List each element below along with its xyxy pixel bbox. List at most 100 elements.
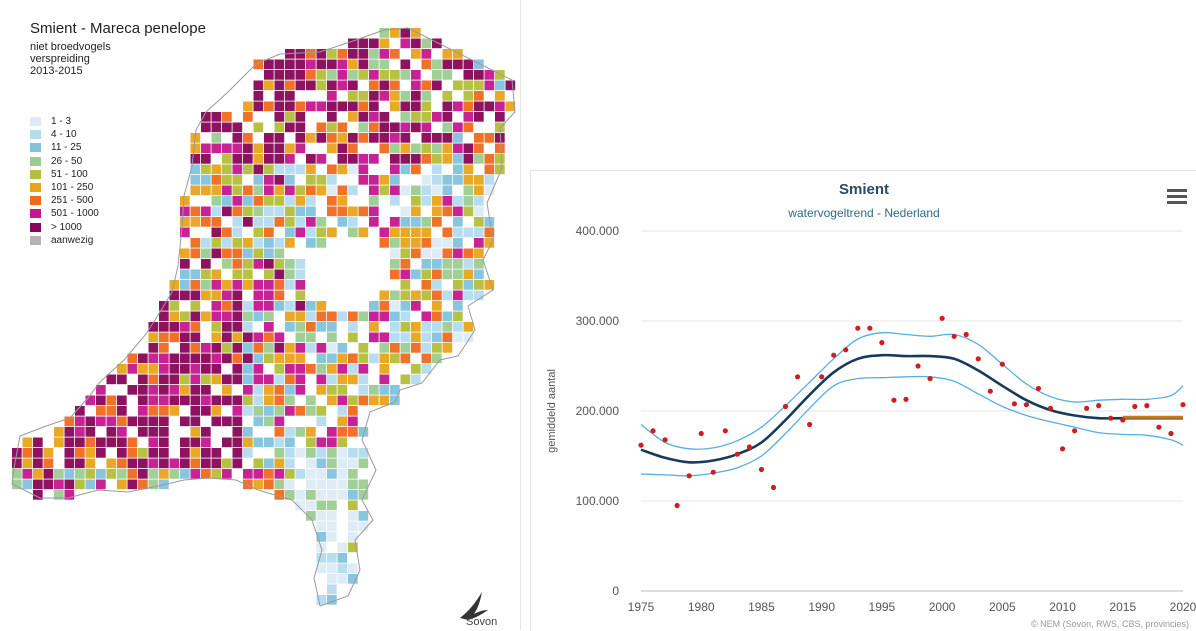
data-point[interactable] [843,347,849,353]
data-point[interactable] [746,444,752,450]
data-point[interactable] [1011,401,1017,407]
data-point[interactable] [710,469,716,475]
data-point[interactable] [1023,402,1030,408]
map-cell [421,122,432,133]
data-point[interactable] [1047,405,1054,411]
map-cell [285,206,295,217]
data-point[interactable] [963,331,969,338]
data-point[interactable] [927,376,933,382]
map-cell [243,280,253,290]
data-point[interactable] [662,437,668,443]
map-cell [442,269,453,280]
data-point[interactable] [698,430,704,437]
map-cell [117,437,127,448]
map-cell [453,59,463,70]
data-point[interactable] [638,442,644,448]
data-point[interactable] [987,388,993,394]
map-cell [337,469,348,479]
map-cell [337,553,348,563]
data-point[interactable] [867,325,873,331]
data-point[interactable] [794,374,801,380]
data-point[interactable] [1084,405,1090,411]
data-point[interactable] [891,397,897,403]
data-point[interactable] [1180,402,1186,408]
data-point[interactable] [770,484,777,491]
map-cell [358,206,369,217]
map-cell [316,154,327,164]
map-cell [316,322,327,332]
data-point[interactable] [1072,428,1078,434]
map-cell [316,175,327,185]
map-cell [358,227,369,238]
map-cell [295,427,306,437]
data-point[interactable] [674,502,680,509]
data-point[interactable] [650,428,656,434]
map-cell [295,406,306,416]
data-point[interactable] [1059,446,1066,452]
map-cell [264,80,274,91]
map-cell [484,70,495,80]
data-point[interactable] [782,403,789,410]
data-point[interactable] [819,374,825,380]
data-point[interactable] [722,428,728,434]
data-point[interactable] [686,473,692,479]
data-point[interactable] [1096,403,1102,409]
data-point[interactable] [1108,415,1114,421]
data-point[interactable] [855,325,861,331]
map-cell [159,395,169,406]
data-point[interactable] [879,340,885,346]
map-cell [222,154,232,164]
map-cell [316,101,327,112]
legend-swatch [30,169,41,179]
map-cell [285,311,295,322]
data-point[interactable] [1120,417,1126,423]
map-cell [348,500,358,511]
map-cell [138,353,148,364]
map-cell [232,332,243,343]
data-point[interactable] [915,363,921,369]
data-point[interactable] [1156,424,1162,430]
chart-credits: © NEM (Sovon, RWS, CBS, provincies) [1030,619,1189,629]
data-point[interactable] [831,352,837,358]
map-cell [421,133,432,143]
data-point[interactable] [1168,430,1174,437]
data-point[interactable] [1035,385,1042,392]
data-point[interactable] [939,315,945,321]
map-cell [180,311,190,322]
map-cell [243,248,253,259]
map-cell [253,91,264,101]
map-cell [232,154,243,164]
map-cell [348,112,358,122]
data-point[interactable] [903,396,909,402]
map-cell [400,259,411,269]
map-cell [190,385,201,395]
data-point[interactable] [999,361,1005,367]
data-point[interactable] [1144,403,1150,409]
map-cell [432,290,442,301]
data-point[interactable] [734,451,740,457]
map-cell [379,385,390,395]
map-cell [243,101,253,112]
data-point[interactable] [758,466,765,473]
map-cell [274,332,285,343]
map-cell [222,374,232,385]
map-cell [400,269,411,280]
map-cell [442,154,453,164]
map-cell [337,427,348,437]
legend-label: 251 - 500 [51,195,94,207]
map-cell [327,101,337,112]
map-cell [463,332,474,343]
map-cell [421,353,432,364]
data-point[interactable] [951,333,957,339]
y-tick-label: 200.000 [576,404,620,418]
data-point[interactable] [807,421,813,428]
data-point[interactable] [975,356,981,362]
map-cell [159,332,169,343]
map-cell [180,385,190,395]
map-cell [463,154,474,164]
legend-swatch [30,209,41,219]
hamburger-menu-icon[interactable] [1167,189,1187,205]
map-cell [327,353,337,364]
data-point[interactable] [1132,403,1138,410]
map-cell [327,500,337,511]
